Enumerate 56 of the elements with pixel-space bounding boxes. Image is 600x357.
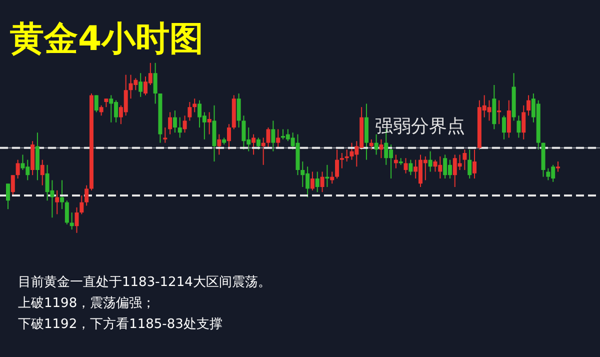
candlestick [6, 183, 10, 210]
candlestick [217, 134, 222, 156]
candlestick [526, 94, 531, 116]
candlestick [236, 93, 241, 128]
candlestick [80, 195, 84, 215]
candlestick [74, 206, 79, 234]
candlestick [207, 112, 212, 135]
candlestick [138, 72, 143, 98]
ref-line-label: 强弱分界点 [375, 116, 465, 137]
candlestick [271, 120, 276, 152]
candlestick [10, 174, 15, 196]
candlestick [163, 127, 168, 144]
text: 上破1198，震荡偏强； [18, 296, 156, 311]
candlestick [335, 149, 340, 179]
candlestick [60, 180, 64, 210]
candlestick [315, 171, 320, 193]
candlestick [310, 171, 314, 191]
candlestick [94, 94, 98, 113]
candlestick [178, 116, 182, 138]
candlestick [256, 137, 260, 150]
candlestick [374, 134, 378, 156]
candlestick [168, 112, 172, 135]
candlestick [506, 100, 511, 138]
candlestick [153, 62, 158, 104]
candlestick [182, 115, 187, 134]
candlestick [16, 159, 20, 179]
candlestick [64, 200, 69, 225]
candlestick [556, 161, 560, 172]
candlestick [99, 104, 104, 116]
candlestick [55, 190, 60, 215]
candlestick [522, 104, 526, 140]
candlestick [468, 149, 472, 179]
candlestick [40, 159, 44, 186]
candlestick [252, 134, 256, 156]
candlestick [276, 128, 280, 148]
candlestick [70, 212, 74, 230]
candlestick [266, 127, 270, 148]
candlestick [84, 184, 89, 206]
candlestick [472, 149, 477, 179]
candlestick [192, 98, 197, 113]
candlestick [226, 124, 231, 150]
candlestick [379, 138, 384, 159]
chart-title: 黄金4小时图 [10, 19, 204, 59]
candlestick [462, 149, 467, 170]
text: 下破1192，下方看1185-83处支撑 [18, 316, 222, 332]
candlestick [188, 102, 192, 122]
candlestick [516, 115, 521, 138]
candlestick [408, 159, 413, 176]
candlestick [428, 150, 432, 172]
candlestick [35, 132, 40, 181]
candlestick [320, 171, 324, 193]
candlestick [404, 158, 408, 174]
candlestick [502, 115, 506, 140]
candlestick [172, 110, 177, 134]
candlestick [340, 152, 344, 169]
text: 目前黄金一直处于1183-1214大区间震荡。 [18, 275, 271, 290]
